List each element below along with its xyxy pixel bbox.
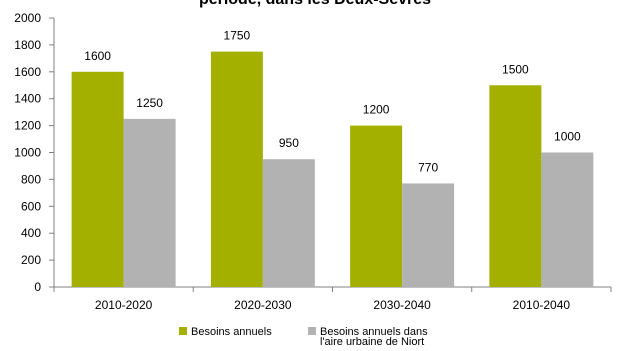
x-tick-label: 2010-2040 [513, 298, 571, 312]
y-tick-label: 600 [21, 199, 41, 213]
y-tick-label: 1000 [14, 146, 41, 160]
legend-label: Besoins annuels dans l'aire urbaine de Ni… [320, 326, 428, 348]
x-axis: 2010-2020 2020-2030 2030-2040 2010-2040 [53, 286, 612, 312]
y-tick-label: 2000 [14, 11, 41, 25]
data-label: 770 [418, 160, 438, 174]
data-labels-group: 1600 1750 1200 1500 1250 950 770 1000 [84, 29, 581, 175]
bar [541, 152, 594, 287]
data-label: 950 [279, 136, 299, 150]
legend-swatch [308, 327, 316, 335]
data-label: 1600 [84, 49, 111, 63]
y-tick-label: 200 [21, 253, 41, 267]
data-label: 1500 [502, 62, 529, 76]
data-label: 1000 [554, 130, 581, 144]
bar [350, 125, 403, 287]
data-label: 1750 [224, 29, 251, 43]
bar [262, 159, 315, 287]
bar [402, 183, 455, 287]
x-tick-label: 2020-2030 [234, 298, 292, 312]
y-tick-label: 1200 [14, 119, 41, 133]
data-label: 1200 [363, 103, 390, 117]
x-tick-label: 2010-2020 [95, 298, 153, 312]
data-label: 1250 [136, 96, 163, 110]
y-tick-label: 1600 [14, 65, 41, 79]
y-tick-label: 1400 [14, 92, 41, 106]
legend-label-line: Besoins annuels [191, 326, 272, 338]
y-tick-label: 800 [21, 172, 41, 186]
bar-series-group [71, 51, 594, 287]
y-tick-label: 400 [21, 226, 41, 240]
legend-label-line: l'aire urbaine de Niort [320, 336, 424, 348]
legend-swatch [179, 327, 187, 335]
bar [489, 85, 542, 287]
chart-title: période, dans les Deux-Sèvres [199, 0, 431, 8]
x-tick-label: 2030-2040 [373, 298, 431, 312]
legend-label-line: Besoins annuels dans [320, 326, 428, 338]
bar [71, 71, 124, 287]
legend-label: Besoins annuels [191, 326, 272, 338]
y-tick-label: 0 [34, 280, 41, 294]
y-axis: 0 200 400 600 800 1000 1200 1400 1600 1800 2000 [14, 11, 55, 294]
y-tick-label: 1800 [14, 38, 41, 52]
legend: Besoins annuels Besoins annuels dans l'air… [179, 326, 428, 348]
bar [123, 118, 176, 287]
bar [210, 51, 263, 287]
